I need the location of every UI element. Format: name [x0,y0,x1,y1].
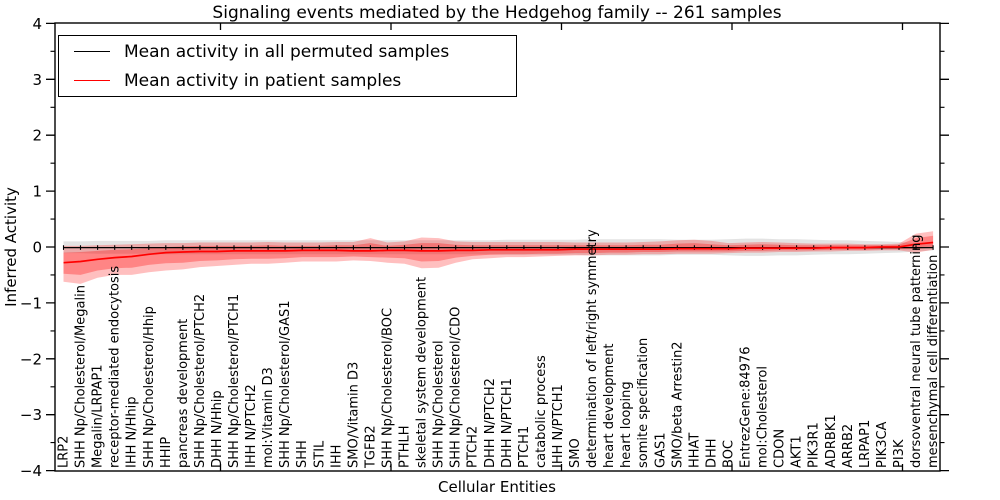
x-tick-label: GAS1 [653,433,668,469]
x-tick-label: SHH Np/Cholesterol/CDO [449,307,464,468]
x-tick-label: receptor-mediated endocytosis [108,266,123,468]
x-tick-label: PIK3R1 [807,422,822,468]
x-tick-label: mesenchymal cell differentiation [926,255,941,468]
x-tick-label: heart development [602,343,617,468]
x-tick-label: skeletal system development [415,277,430,468]
legend-item-permuted: Mean activity in all permuted samples [59,38,516,65]
legend: Mean activity in all permuted samples Me… [58,35,517,97]
x-tick-label: IHH N/PTCH1 [551,384,566,468]
x-tick-label: PIK3CA [875,421,890,468]
x-tick-label: IHH [329,445,344,468]
x-tick-label: SHH Np/Cholesterol/Hhip [142,306,157,468]
x-tick-label: catabolic process [534,355,549,468]
x-tick-label: LRPAP1 [858,420,873,468]
x-tick-label: heart looping [619,381,634,468]
x-axis-label: Cellular Entities [438,478,556,496]
x-tick-label: PTCH2 [466,426,481,468]
x-tick-label: DHH N/Hhip [210,390,225,468]
x-tick-label: SMO/Vitamin D3 [346,362,361,468]
x-tick-label: determination of left/right symmetry [585,229,600,468]
x-tick-label: ARRB2 [841,424,856,468]
patient-samples-range-outer-band [63,231,934,284]
y-tick-label: −2 [20,350,42,368]
x-tick-label: PI3K [892,439,907,468]
x-axis-ticks [219,23,904,471]
x-tick-label: SHH Np/Cholesterol/PTCH1 [227,294,242,468]
x-tick-label: SHH [295,440,310,468]
x-tick-label: DHH N/PTCH2 [483,378,498,468]
x-tick-label: HHAT [687,433,702,468]
x-tick-label: mol:Cholesterol [756,366,771,468]
x-tick-label: LRP2 [57,436,72,468]
legend-line-patient-icon [74,80,110,81]
patient-mean-line [63,241,934,264]
y-axis-minor-ticks [50,50,945,444]
y-axis-major-ticks [46,22,949,472]
x-tick-label: PTHLH [398,425,413,468]
patient-samples-range-inner-band [63,235,934,275]
legend-label-permuted: Mean activity in all permuted samples [124,41,450,62]
legend-item-patient: Mean activity in patient samples [59,67,516,94]
x-tick-label: SHH Np/Cholesterol [432,340,447,468]
y-tick-label: 1 [32,183,42,201]
chart-title: Signaling events mediated by the Hedgeho… [212,3,782,23]
x-tick-label: SHH Np/Cholesterol/GAS1 [278,300,293,468]
x-tick-label: DHH [704,438,719,468]
x-tick-label: DHH N/PTCH1 [500,378,515,468]
x-tick-label: SHH Np/Cholesterol/PTCH2 [193,294,208,468]
x-tick-label: CDON [773,429,788,468]
x-tick-label: BOC [722,440,737,468]
y-tick-label: −1 [20,294,42,312]
y-tick-label: 2 [32,127,42,145]
x-tick-label: mol:Vitamin D3 [261,367,276,468]
x-tick-label: somite specification [636,338,651,468]
legend-line-permuted-icon [74,51,110,52]
x-tick-label: IHH N/PTCH2 [244,384,259,468]
y-tick-label: 3 [32,71,42,89]
x-tick-label: EntrezGene:84976 [739,347,754,468]
x-tick-label: IHH N/Hhip [125,397,140,469]
x-tick-label: dorsoventral neural tube patterning [909,235,924,468]
x-tick-label: SMO [568,438,583,468]
x-tick-label: PTCH1 [517,426,532,468]
x-tick-label: Megalin/LRPAP1 [91,364,106,468]
y-axis-label: Inferred Activity [2,187,20,307]
y-tick-label: 4 [32,15,42,33]
x-tick-label: pancreas development [176,319,191,468]
x-tick-label: SMO/beta Arrestin2 [670,341,685,468]
legend-label-patient: Mean activity in patient samples [124,70,402,91]
x-tick-label: STIL [312,440,327,468]
y-tick-label: −3 [20,406,42,424]
x-tick-label: ADRBK1 [824,414,839,468]
x-tick-label: TGFB2 [363,425,378,469]
x-tick-label: SHH Np/Cholesterol/Megalin [74,285,89,468]
x-tick-label: SHH Np/Cholesterol/BOC [380,308,395,468]
y-tick-label: 0 [32,239,42,257]
y-tick-label: −4 [20,462,42,480]
x-tick-label: AKT1 [790,435,805,468]
x-tick-label: HHIP [159,437,174,468]
